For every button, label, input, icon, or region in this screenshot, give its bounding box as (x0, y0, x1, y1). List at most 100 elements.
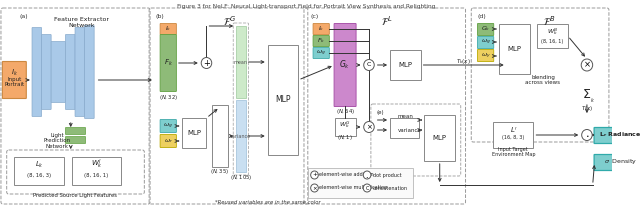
Text: $\sigma$  Density: $\sigma$ Density (604, 158, 637, 166)
FancyBboxPatch shape (51, 42, 65, 102)
FancyBboxPatch shape (32, 28, 42, 117)
FancyBboxPatch shape (477, 49, 493, 61)
Circle shape (364, 184, 371, 192)
FancyBboxPatch shape (65, 35, 75, 110)
Text: $T_k(x)$: $T_k(x)$ (456, 57, 471, 66)
Text: concatenation: concatenation (373, 186, 408, 191)
Text: Light: Light (51, 134, 64, 138)
Bar (212, 105, 227, 167)
FancyBboxPatch shape (334, 24, 356, 106)
Text: $F_k$: $F_k$ (164, 58, 173, 68)
Circle shape (364, 121, 374, 132)
Bar (308, 168, 413, 198)
Text: *Reused variables are in the same color: *Reused variables are in the same color (215, 199, 321, 205)
Circle shape (310, 171, 318, 179)
Text: MLP: MLP (433, 135, 447, 141)
Bar (236, 26, 246, 98)
Text: blending
across views: blending across views (525, 75, 561, 85)
FancyBboxPatch shape (65, 127, 86, 134)
Circle shape (582, 130, 592, 141)
Text: $(N, 1)$: $(N, 1)$ (337, 134, 353, 142)
Bar (268, 45, 298, 155)
Text: $\omega_y$: $\omega_y$ (481, 51, 490, 61)
Text: (b): (b) (156, 14, 164, 19)
Text: $W_k^B$: $W_k^B$ (547, 26, 558, 37)
FancyBboxPatch shape (160, 24, 177, 35)
FancyBboxPatch shape (160, 120, 177, 132)
FancyBboxPatch shape (42, 35, 51, 110)
Text: element-wise multiplication: element-wise multiplication (319, 186, 388, 191)
Text: C: C (367, 63, 371, 67)
Text: $(N, 64)$: $(N, 64)$ (335, 107, 355, 117)
FancyBboxPatch shape (65, 137, 86, 144)
Bar (499, 24, 529, 74)
Text: $L_k$: $L_k$ (35, 160, 44, 170)
Circle shape (310, 184, 318, 192)
Text: $\mathcal{F}^B$: $\mathcal{F}^B$ (543, 14, 556, 28)
Text: $G_k$: $G_k$ (481, 25, 490, 33)
Circle shape (581, 59, 593, 71)
Text: $\mathbf{L_r}$ Radiance: $\mathbf{L_r}$ Radiance (599, 131, 640, 139)
FancyBboxPatch shape (160, 35, 177, 92)
Bar (14, 157, 64, 185)
Bar (72, 157, 122, 185)
Text: $\times$: $\times$ (312, 184, 317, 192)
FancyBboxPatch shape (3, 61, 26, 99)
Text: $I_k$: $I_k$ (318, 25, 324, 33)
Text: $F_k$: $F_k$ (317, 36, 325, 45)
Text: $\omega_g$: $\omega_g$ (163, 121, 173, 131)
Text: $(N, 35)$: $(N, 35)$ (211, 167, 229, 177)
FancyBboxPatch shape (84, 25, 94, 119)
Bar (424, 115, 455, 161)
FancyBboxPatch shape (313, 47, 330, 59)
Text: dot product: dot product (373, 173, 401, 177)
Text: Input Target
Environment Map: Input Target Environment Map (492, 147, 535, 157)
FancyBboxPatch shape (313, 24, 330, 35)
FancyBboxPatch shape (477, 36, 493, 49)
Text: (e): (e) (376, 110, 384, 115)
Text: $\omega_g$: $\omega_g$ (481, 37, 490, 47)
Text: $I_k$: $I_k$ (11, 68, 18, 78)
Text: $W_k^G$: $W_k^G$ (339, 120, 351, 130)
FancyBboxPatch shape (313, 35, 330, 46)
Bar (335, 118, 356, 136)
Text: Prediction: Prediction (44, 138, 71, 144)
Text: (d): (d) (478, 14, 486, 19)
Text: (8, 16, 3): (8, 16, 3) (27, 173, 51, 177)
Text: $(N, 32)$: $(N, 32)$ (159, 92, 178, 102)
Text: $(N, 105)$: $(N, 105)$ (230, 173, 252, 183)
Bar (182, 118, 207, 148)
Text: $\omega_r$: $\omega_r$ (164, 137, 173, 145)
Text: $\mathcal{F}^L$: $\mathcal{F}^L$ (381, 14, 393, 28)
Text: $\cdot$: $\cdot$ (585, 130, 589, 140)
Text: $\mathcal{F}^G$: $\mathcal{F}^G$ (223, 14, 236, 28)
Bar (537, 24, 568, 48)
Text: Predicted Source Light Features: Predicted Source Light Features (33, 194, 116, 198)
Text: MLP: MLP (508, 46, 522, 52)
Text: $T(x)$: $T(x)$ (580, 104, 593, 113)
Circle shape (364, 171, 371, 179)
Text: MLP: MLP (187, 130, 201, 136)
Text: +: + (312, 173, 317, 177)
Text: mean: mean (397, 113, 413, 119)
Text: C: C (365, 186, 369, 191)
Text: variance: variance (397, 127, 422, 132)
Bar (236, 100, 246, 172)
Circle shape (364, 60, 374, 71)
Text: (8, 16, 1): (8, 16, 1) (84, 173, 109, 177)
FancyBboxPatch shape (160, 134, 177, 148)
Text: MLP: MLP (398, 62, 412, 68)
Text: $\times$: $\times$ (583, 60, 591, 70)
Circle shape (201, 57, 212, 68)
Text: $I_k$: $I_k$ (165, 25, 172, 33)
Bar (493, 122, 533, 148)
Text: variance: variance (230, 134, 252, 138)
Text: (c): (c) (310, 14, 319, 19)
Text: $\Sigma$: $\Sigma$ (582, 88, 591, 102)
Text: $G_k$: $G_k$ (339, 59, 351, 71)
Text: $\omega_g$: $\omega_g$ (316, 48, 326, 58)
Text: (a): (a) (19, 14, 28, 19)
Text: $\times$: $\times$ (365, 123, 372, 131)
Text: Input
Portrait: Input Portrait (4, 77, 24, 87)
Text: +: + (203, 59, 210, 67)
